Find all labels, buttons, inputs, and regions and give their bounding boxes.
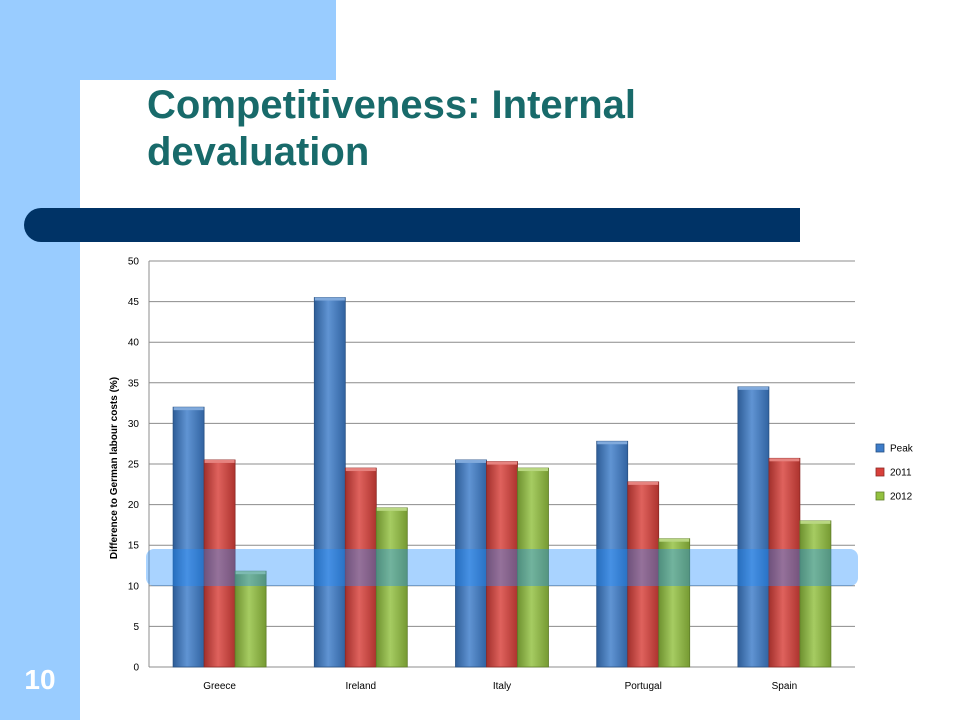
bar-cap [314, 297, 345, 301]
bar-cap [173, 407, 204, 411]
bar-peak-spain [737, 386, 770, 668]
legend-swatch-2012 [875, 491, 885, 501]
content-corner [80, 80, 200, 200]
y-tick-label: 50 [128, 257, 140, 268]
bar-2011-spain [768, 457, 801, 668]
bar-2011-greece [203, 459, 236, 668]
bar-peak-italy [455, 459, 487, 668]
bar-cap [769, 458, 800, 462]
legend-swatch-peak [875, 443, 885, 453]
left-accent-band [0, 0, 80, 720]
y-tick-label: 25 [128, 460, 140, 471]
bar-2012-ireland [375, 507, 408, 668]
y-tick-label: 0 [133, 663, 139, 674]
y-tick-label: 10 [128, 581, 140, 592]
bar-2012-greece [234, 570, 267, 668]
bar-cap [738, 386, 769, 390]
bar-cap [376, 507, 407, 511]
bar-2011-italy [486, 461, 518, 668]
legend-label-peak: Peak [890, 444, 914, 455]
bar-2012-spain [799, 520, 832, 668]
bar-peak-greece [172, 406, 205, 668]
x-tick-label: Spain [772, 681, 798, 692]
y-tick-label: 15 [128, 541, 140, 552]
x-tick-label: Portugal [625, 681, 662, 692]
legend-swatch-2011 [875, 467, 885, 477]
bar-2011-portugal [627, 481, 660, 668]
bar-cap [204, 459, 235, 463]
highlight-band [146, 549, 858, 586]
slide-number: 10 [24, 664, 56, 695]
y-tick-label: 35 [128, 378, 140, 389]
legend-label-2012: 2012 [890, 492, 913, 503]
x-tick-label: Greece [203, 681, 236, 692]
title-divider-bar [24, 208, 800, 242]
bar-peak-portugal [596, 440, 629, 668]
x-tick-label: Italy [493, 681, 511, 692]
bar-cap [456, 459, 486, 463]
y-axis-label: Difference to German labour costs (%) [109, 377, 120, 559]
bar-2011-ireland [344, 467, 377, 668]
bar-cap [345, 468, 376, 472]
y-tick-label: 5 [133, 622, 139, 633]
y-tick-label: 45 [128, 297, 140, 308]
bar-cap [800, 520, 831, 524]
bar-cap [235, 571, 266, 575]
x-tick-label: Ireland [346, 681, 377, 692]
top-accent-band [80, 0, 336, 80]
bar-2012-italy [517, 467, 549, 668]
bar-cap [518, 468, 548, 472]
bar-peak-ireland [313, 297, 346, 668]
y-tick-label: 40 [128, 338, 140, 349]
bar-cap [597, 441, 628, 445]
legend-label-2011: 2011 [890, 468, 912, 479]
y-tick-label: 30 [128, 419, 140, 430]
bar-2012-portugal [658, 538, 691, 668]
bar-cap [487, 461, 517, 465]
bar-cap [659, 538, 690, 542]
bar-cap [628, 481, 659, 485]
slide-title: Competitiveness: Internal devaluation [147, 83, 637, 174]
y-tick-label: 20 [128, 500, 140, 511]
